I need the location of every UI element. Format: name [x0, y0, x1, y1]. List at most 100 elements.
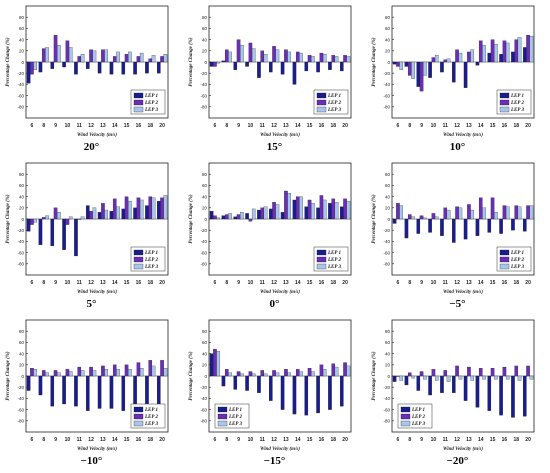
x-tick-label: 8	[225, 437, 228, 443]
bar-lep2	[260, 370, 265, 377]
bar-lep1	[121, 61, 126, 75]
bar-lep3	[287, 372, 292, 377]
y-tick-label: -60	[17, 93, 24, 98]
bar-chart: -80 -60 -40 -20 0 20 40 60 80 6 8 9 10 11 12 13 14 15 16 18…	[189, 162, 352, 295]
y-tick-label: 80	[385, 172, 391, 177]
legend-swatch	[316, 106, 327, 113]
bar-lep2	[89, 211, 93, 220]
bar-lep1	[280, 212, 285, 220]
bar-lep1	[440, 61, 444, 73]
chart-title: 5°	[86, 298, 97, 310]
bar-lep2	[136, 362, 141, 377]
bar-lep3	[251, 208, 256, 220]
legend-label: LEP 3	[144, 265, 159, 270]
y-tick-label: -80	[383, 262, 390, 267]
x-tick-label: 18	[147, 123, 153, 129]
x-tick-label: 10	[65, 437, 71, 443]
y-tick-label: 60	[19, 26, 25, 31]
x-tick-label: 20	[342, 437, 348, 443]
y-tick-label: -60	[200, 250, 207, 255]
x-tick-label: 8	[225, 280, 228, 286]
bar-lep2	[136, 197, 141, 220]
bar-lep2	[467, 204, 471, 220]
x-tick-label: 11	[443, 123, 449, 129]
bar-lep1	[428, 375, 432, 396]
y-axis-label: Percentage Change (%)	[372, 194, 377, 243]
y-tick-label: 60	[19, 183, 25, 188]
bar-lep2	[419, 61, 424, 92]
bar-lep1	[339, 61, 344, 72]
x-tick-label: 11	[77, 437, 83, 443]
bar-lep2	[514, 365, 519, 377]
y-axis-label: Percentage Change (%)	[189, 351, 194, 400]
y-tick-label: 20	[19, 49, 25, 54]
bar-lep1	[316, 207, 320, 220]
bar-lep3	[346, 200, 351, 220]
bar-lep1	[416, 218, 421, 234]
y-tick-label: 40	[385, 37, 391, 42]
legend-label: LEP 1	[327, 251, 341, 256]
y-tick-label: -60	[200, 93, 207, 98]
legend-swatch	[316, 99, 327, 106]
bar-lep2	[343, 362, 347, 377]
bar-lep1	[245, 375, 249, 391]
x-tick-label: 10	[248, 123, 254, 129]
chart-panel: -80 -60 -40 -20 0 20 40 60 80 6 8 9 10 11 12 13 14 15 16 18…	[0, 157, 183, 314]
bar-lep3	[346, 56, 351, 63]
bar-lep3	[151, 365, 156, 377]
bar-lep2	[260, 50, 265, 63]
bar-lep1	[522, 47, 527, 63]
legend-label: LEP 1	[510, 94, 524, 99]
bar-lep1	[511, 51, 515, 63]
legend: LEP 1 LEP 2 LEP 3	[397, 403, 433, 429]
legend-swatch	[133, 420, 144, 427]
bar-lep2	[467, 51, 471, 63]
y-tick-label: 80	[19, 15, 25, 20]
bar-lep1	[292, 61, 297, 85]
chart-title: 20°	[83, 141, 100, 153]
bar-lep1	[404, 61, 409, 67]
bar-lep1	[209, 211, 214, 220]
bar-lep1	[26, 61, 31, 84]
y-tick-label: 20	[202, 363, 208, 368]
x-tick-label: 9	[54, 123, 57, 129]
bar-lep2	[331, 55, 336, 63]
chart-title: 15°	[266, 141, 283, 153]
bar-lep3	[45, 372, 49, 377]
bar-chart: -80 -60 -40 -20 0 20 40 60 80 6 8 9 10 11 12 13 14 15 16 18…	[372, 319, 535, 452]
bar-lep3	[33, 369, 38, 377]
bar-lep3	[334, 366, 339, 377]
x-tick-label: 14	[112, 280, 118, 286]
bar-lep3	[322, 369, 327, 377]
bar-lep3	[399, 205, 404, 220]
bar-lep3	[311, 203, 315, 220]
x-tick-label: 15	[307, 280, 313, 286]
y-axis-label: Percentage Change (%)	[189, 194, 194, 243]
bar-lep3	[68, 47, 73, 63]
bar-lep1	[268, 61, 273, 73]
bar-lep2	[319, 52, 324, 63]
bar-lep3	[458, 375, 463, 380]
bar-lep3	[80, 216, 85, 220]
bar-lep3	[458, 52, 463, 63]
bar-lep1	[26, 375, 31, 391]
bar-lep2	[30, 61, 34, 75]
y-tick-label: -80	[17, 105, 24, 110]
x-tick-label: 14	[478, 437, 484, 443]
legend: LEP 1 LEP 2 LEP 3	[313, 246, 349, 272]
bar-lep3	[446, 58, 451, 63]
x-axis-label: Wind Velocity (m/s)	[77, 290, 117, 295]
bar-lep1	[221, 60, 226, 63]
bar-lep1	[451, 61, 456, 83]
bar-lep1	[245, 61, 249, 67]
legend-label: LEP 2	[411, 415, 426, 420]
bar-lep2	[124, 54, 129, 63]
x-axis-label: Wind Velocity (m/s)	[260, 447, 300, 452]
bar-lep2	[213, 215, 217, 220]
legend-swatch	[316, 263, 327, 270]
bar-lep1	[145, 61, 149, 74]
legend-swatch	[499, 106, 510, 113]
bar-lep1	[304, 61, 309, 72]
bar-lep2	[514, 205, 519, 220]
legend-swatch	[133, 106, 144, 113]
